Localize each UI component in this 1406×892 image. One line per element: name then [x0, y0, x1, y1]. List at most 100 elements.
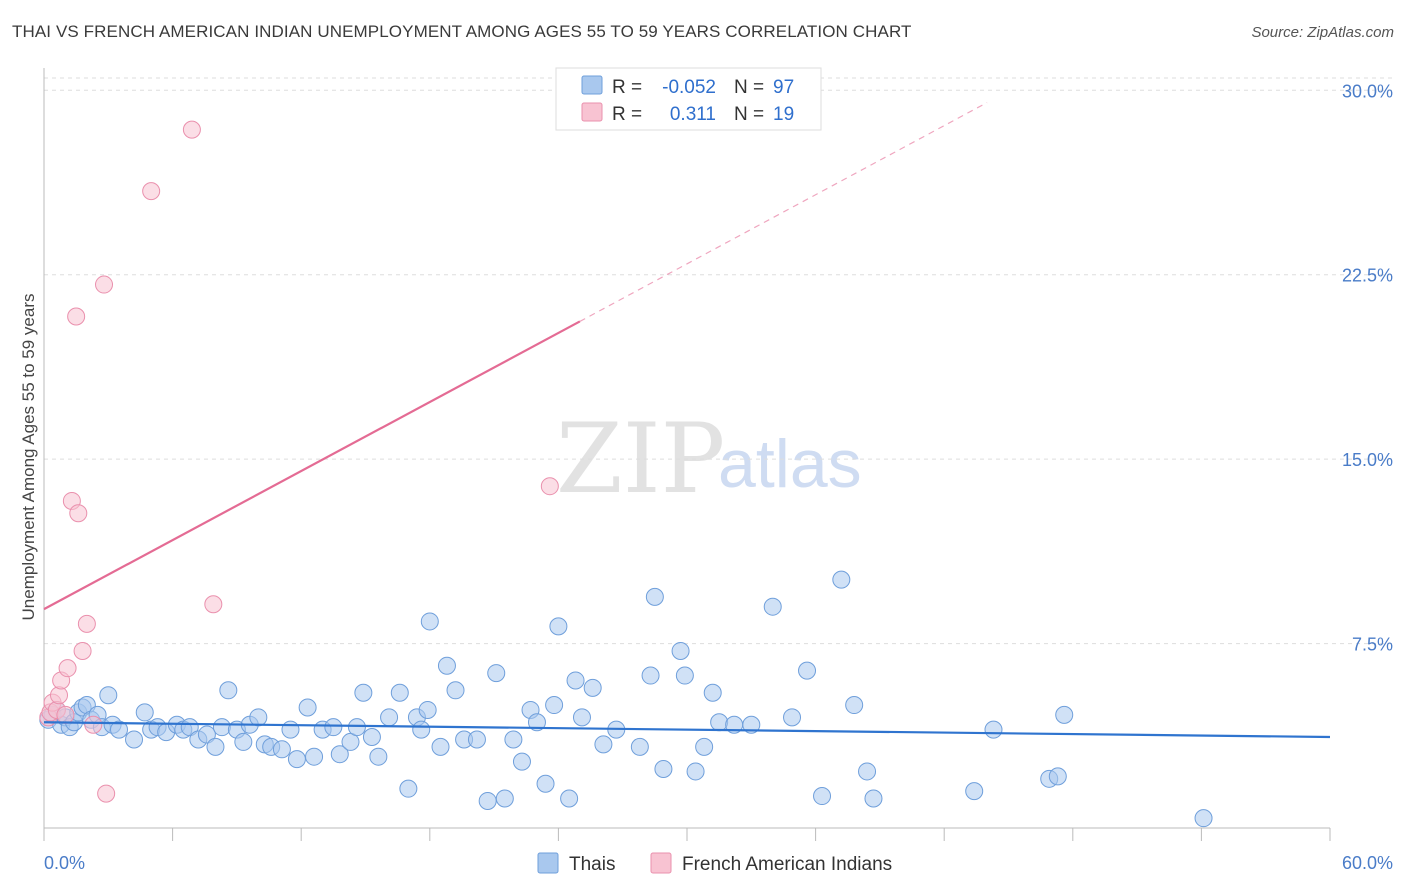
thais-point	[390, 683, 409, 702]
thais-point	[695, 737, 714, 756]
thais-point	[420, 612, 439, 631]
thais-point	[380, 708, 399, 727]
gridlines	[44, 77, 1393, 645]
thais-point	[742, 715, 761, 734]
french-american-indians-point	[204, 595, 223, 614]
thais-point	[495, 789, 514, 808]
thais-point	[504, 730, 523, 749]
thais-point	[710, 713, 729, 732]
y-axis-label: Unemployment Among Ages 55 to 59 years	[19, 294, 38, 621]
watermark-zip: ZIP	[556, 403, 725, 515]
thais-point	[135, 703, 154, 722]
thais-point	[298, 698, 317, 717]
thais-point	[305, 747, 324, 766]
thais-point	[437, 656, 456, 675]
thais-point	[219, 681, 238, 700]
thais-point	[832, 570, 851, 589]
thais-point	[467, 730, 486, 749]
thais-point	[431, 737, 450, 756]
thais-point	[686, 762, 705, 781]
stats-n-label-french: N =	[734, 104, 764, 125]
thais-point	[845, 696, 864, 715]
french-trend-line	[43, 320, 581, 611]
thais-point	[641, 666, 660, 685]
french-american-indians-point	[95, 275, 114, 294]
thais-point	[549, 617, 568, 636]
stats-n-value-french: 19	[773, 104, 794, 125]
thais-trend-line	[43, 721, 1331, 739]
thais-point	[446, 681, 465, 700]
thais-point	[675, 666, 694, 685]
watermark-atlas: atlas	[718, 426, 862, 502]
thais-point	[197, 725, 216, 744]
thais-point	[566, 671, 585, 690]
thais-point	[369, 747, 388, 766]
thais-point	[536, 774, 555, 793]
french-american-indians-point	[97, 784, 116, 803]
thais-point	[110, 720, 129, 739]
thais-point	[418, 700, 437, 719]
thais-point	[858, 762, 877, 781]
trend-lines	[43, 102, 1331, 739]
thais-point	[630, 737, 649, 756]
thais-point	[984, 720, 1003, 739]
thais-point	[1194, 809, 1213, 828]
thais-point	[281, 720, 300, 739]
thais-point	[99, 686, 118, 705]
thais-point	[583, 678, 602, 697]
french-american-indians-point	[142, 182, 161, 201]
x-tick-label-min: 0.0%	[44, 853, 85, 873]
chart-title: THAI VS FRENCH AMERICAN INDIAN UNEMPLOYM…	[12, 22, 912, 41]
thais-point	[324, 718, 343, 737]
thais-point	[965, 782, 984, 801]
stats-n-label-thais: N =	[734, 77, 764, 98]
thais-point	[362, 728, 381, 747]
thais-point	[487, 664, 506, 683]
legend-label-french: French American Indians	[682, 854, 892, 875]
series-legend: Thais French American Indians	[537, 852, 892, 875]
y-tick-label: 7.5%	[1352, 635, 1393, 655]
french-american-indians-point	[540, 477, 559, 496]
stats-r-value-thais: -0.052	[662, 77, 716, 98]
y-tick-label: 22.5%	[1342, 266, 1393, 286]
thais-point	[125, 730, 144, 749]
french-trend-line-extension	[579, 102, 988, 322]
thais-point	[703, 683, 722, 702]
thais-point	[594, 735, 613, 754]
french-american-indians-point	[67, 307, 86, 326]
french-american-indians-point	[69, 504, 88, 523]
thais-point	[527, 713, 546, 732]
thais-point	[798, 661, 817, 680]
stats-n-value-thais: 97	[773, 77, 794, 98]
legend-swatch-thais	[537, 852, 559, 874]
french-american-indians-points	[39, 120, 559, 803]
french-american-indians-point	[73, 641, 92, 660]
thais-point	[212, 718, 231, 737]
legend-swatch-french	[650, 852, 672, 874]
x-tick-marks	[43, 828, 1331, 841]
stats-r-label-thais: R =	[612, 77, 642, 98]
french-american-indians-point	[58, 659, 77, 678]
y-tick-label: 30.0%	[1342, 81, 1393, 101]
stats-legend-swatch-thais	[581, 75, 603, 95]
thais-point	[783, 708, 802, 727]
thais-point	[572, 708, 591, 727]
legend-label-thais: Thais	[569, 854, 615, 875]
thais-point	[512, 752, 531, 771]
thais-point	[287, 750, 306, 769]
thais-point	[654, 759, 673, 778]
french-american-indians-point	[84, 715, 103, 734]
french-american-indians-point	[56, 705, 75, 724]
stats-r-value-french: 0.311	[670, 104, 716, 125]
thais-point	[1048, 767, 1067, 786]
french-american-indians-point	[182, 120, 201, 139]
x-tick-label-max: 60.0%	[1342, 853, 1393, 873]
thais-point	[813, 787, 832, 806]
stats-legend: R = -0.052 N = 97 R = 0.311 N = 19	[555, 67, 822, 131]
thais-point	[560, 789, 579, 808]
thais-point	[399, 779, 418, 798]
y-tick-labels: 7.5% 15.0% 22.5% 30.0%	[1342, 81, 1393, 654]
thais-point	[478, 791, 497, 810]
thais-point	[347, 718, 366, 737]
thais-point	[249, 708, 268, 727]
